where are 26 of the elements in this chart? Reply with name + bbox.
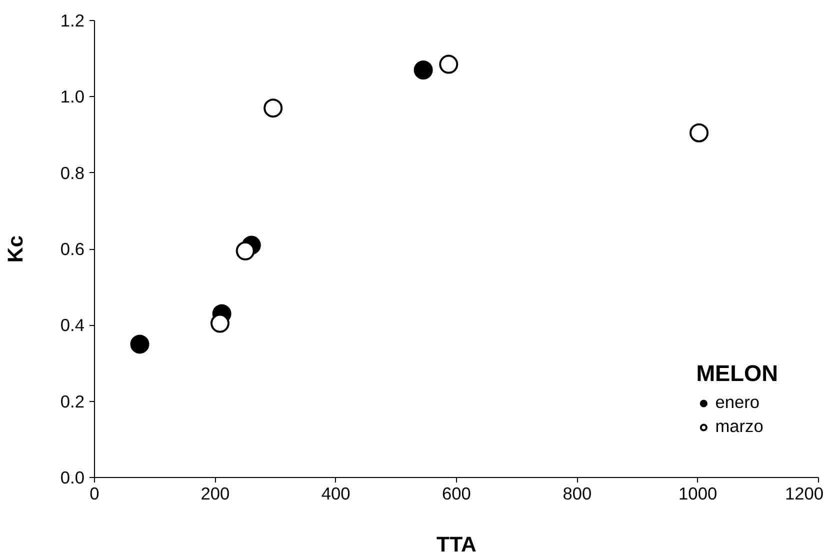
- point: [439, 54, 458, 74]
- y-tick-label: 0.4: [60, 315, 85, 336]
- x-tick-label: 800: [562, 484, 592, 504]
- legend-title: MELON: [696, 360, 778, 387]
- y-axis-title: Kc: [3, 235, 28, 263]
- x-tick-label: 1200: [784, 484, 823, 504]
- y-tick-label: 0.0: [60, 468, 85, 488]
- legend-label: marzo: [715, 416, 764, 437]
- point: [414, 60, 433, 80]
- y-tick-label: 0.2: [60, 391, 85, 412]
- point: [264, 98, 283, 118]
- y-tick-label: 0.8: [60, 162, 85, 183]
- y-tick-label: 1.0: [60, 86, 85, 107]
- legend-label: enero: [715, 392, 760, 413]
- point: [130, 334, 150, 354]
- x-tick-label: 600: [442, 484, 471, 504]
- y-tick-label: 0.6: [60, 239, 85, 259]
- x-tick-label: 0: [90, 484, 100, 504]
- y-tick-label: 1.2: [60, 10, 85, 30]
- x-tick-label: 1000: [678, 484, 718, 504]
- x-axis-title: TTA: [436, 532, 476, 556]
- point: [690, 123, 709, 142]
- x-tick-label: 400: [321, 484, 350, 504]
- point: [236, 241, 255, 260]
- point: [210, 314, 230, 333]
- x-tick-label: 200: [200, 484, 230, 504]
